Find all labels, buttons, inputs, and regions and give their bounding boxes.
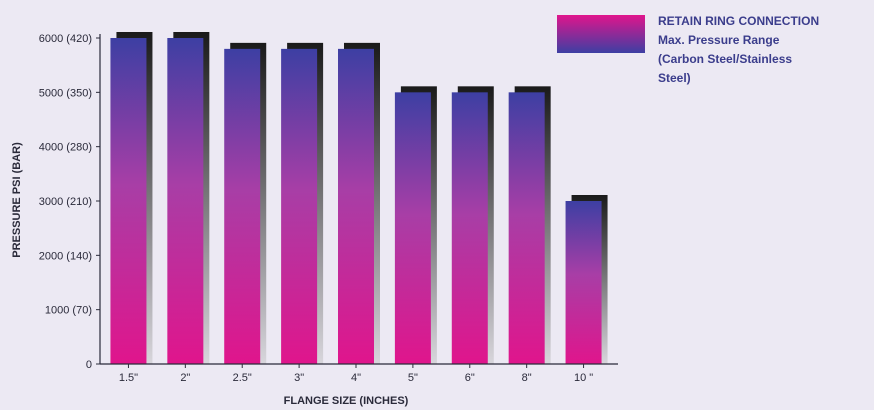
y-tick-label: 6000 (420)	[39, 33, 92, 45]
bar-8	[508, 92, 545, 364]
y-axis-title: PRESSURE PSI (BAR)	[11, 142, 23, 258]
x-tick-label: 5"	[408, 372, 418, 384]
x-tick-label: 3"	[294, 372, 304, 384]
y-tick-label: 2000 (140)	[39, 250, 92, 262]
axes	[96, 34, 618, 368]
x-tick-label: 4"	[351, 372, 361, 384]
y-tick-label: 3000 (210)	[39, 196, 92, 208]
tick-labels: 1.5" 2" 2.5" 3" 4" 5" 6" 8" 10 " 0 1000 (70) 2000 (…	[39, 33, 593, 384]
bar-1	[110, 38, 147, 364]
x-axis-title: FLANGE SIZE (INCHES)	[284, 395, 409, 407]
bar-5	[338, 48, 374, 364]
x-tick-label: 8"	[522, 372, 532, 384]
x-tick-label: 6"	[465, 372, 475, 384]
y-tick-label: 1000 (70)	[45, 305, 92, 317]
x-tick-label: 10 "	[574, 372, 593, 384]
x-tick-label: 1.5"	[119, 372, 138, 384]
y-tick-label: 4000 (280)	[39, 142, 92, 154]
legend-line-3: (Carbon Steel/Stainless	[658, 52, 792, 66]
legend: RETAIN RING CONNECTION Max. Pressure Ran…	[557, 14, 819, 85]
y-tick-label: 5000 (350)	[39, 87, 92, 99]
bar-3	[224, 48, 261, 364]
y-tick-label: 0	[86, 359, 92, 371]
x-tick-label: 2.5"	[233, 372, 252, 384]
legend-swatch	[557, 15, 645, 53]
legend-line-1: RETAIN RING CONNECTION	[658, 14, 819, 28]
bar-4	[281, 48, 318, 364]
bars	[110, 38, 602, 364]
bar-9	[565, 201, 602, 364]
x-tick-label: 2"	[180, 372, 190, 384]
bar-7	[451, 92, 488, 364]
bar-6	[394, 92, 431, 364]
bar-2	[167, 38, 204, 364]
legend-line-2: Max. Pressure Range	[658, 33, 780, 47]
legend-line-4: Steel)	[658, 71, 691, 85]
